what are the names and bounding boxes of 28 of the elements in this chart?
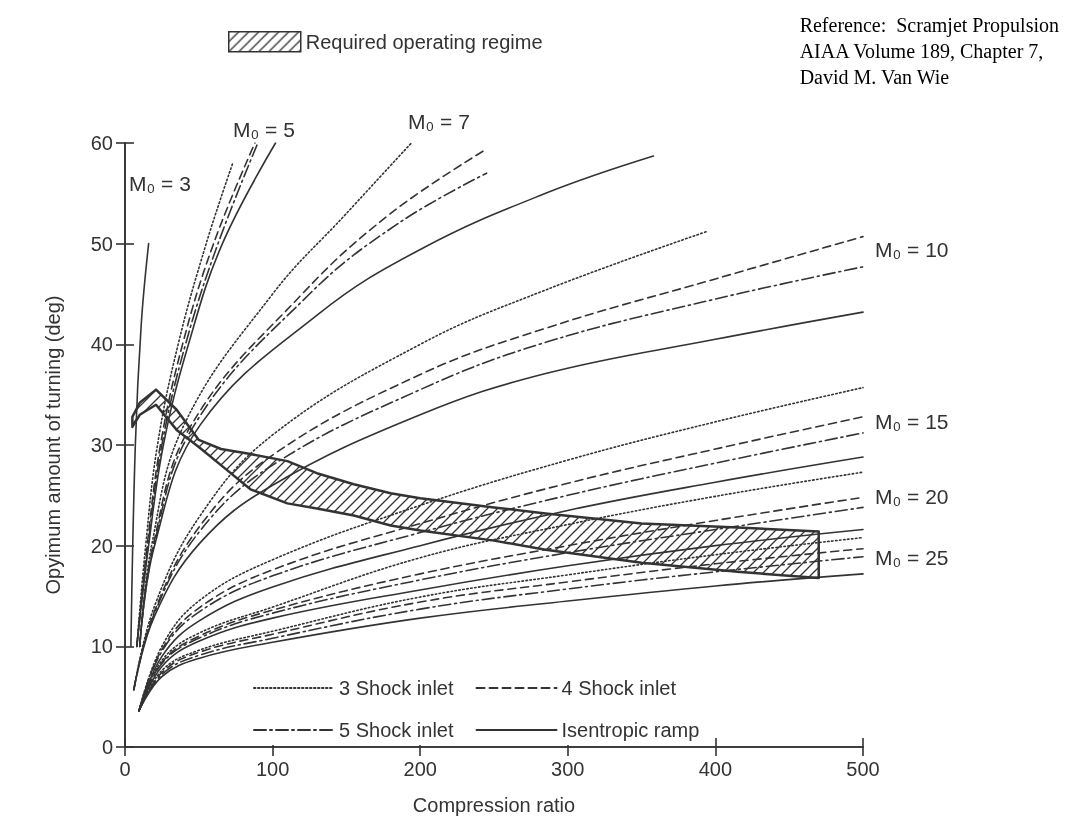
x-tick-label: 500 bbox=[846, 758, 880, 780]
x-tick-label: 100 bbox=[255, 758, 290, 780]
text: M₀ = 10 bbox=[875, 237, 949, 261]
y-tick-label: 30 bbox=[90, 434, 113, 456]
x-tick-label: 400 bbox=[698, 758, 733, 780]
legend-label: 5 Shock inlet bbox=[339, 719, 454, 741]
text: M₀ = 7 bbox=[408, 109, 470, 133]
legend-label: 4 Shock inlet bbox=[561, 677, 677, 699]
text: M₀ = 25 bbox=[875, 545, 949, 569]
text: M₀ = 20 bbox=[875, 484, 949, 508]
y-axis-title: Opyimum amount of turning (deg) bbox=[42, 295, 64, 595]
y-tick-label: 40 bbox=[90, 333, 113, 356]
legend-label: Required operating regime bbox=[305, 30, 543, 53]
legend-label: Isentropic ramp bbox=[561, 719, 700, 741]
y-tick-label: 10 bbox=[90, 635, 113, 658]
x-tick-label: 0 bbox=[119, 758, 131, 780]
y-tick-label: 20 bbox=[90, 534, 113, 557]
x-axis-title: Compression ratio bbox=[412, 794, 576, 816]
annotation: M₀ = 3 bbox=[129, 171, 191, 195]
text: M₀ = 15 bbox=[875, 409, 949, 433]
x-tick-label: 200 bbox=[403, 758, 437, 780]
text: Reference: Scramjet Propulsion AIAA Volume 189, Chapter 7, David M. Van Wie bbox=[799, 14, 1060, 88]
y-tick-label: 50 bbox=[90, 232, 113, 255]
x-tick-label: 300 bbox=[551, 758, 585, 780]
text: M₀ = 5 bbox=[233, 117, 295, 141]
y-tick-label: 0 bbox=[101, 736, 113, 758]
legend-label: 3 Shock inlet bbox=[339, 677, 454, 699]
y-tick-label: 60 bbox=[90, 132, 113, 154]
